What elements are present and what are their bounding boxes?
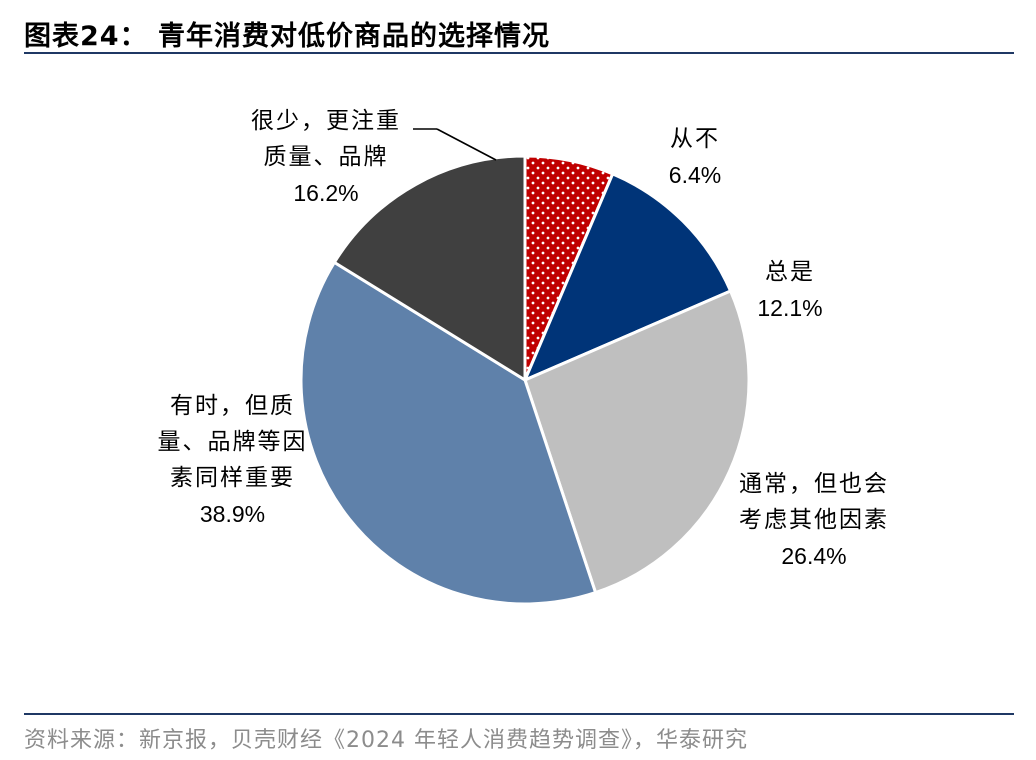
label-congbu-value: 6.4% (668, 162, 722, 188)
source-note: 资料来源：新京报，贝壳财经《2024 年轻人消费趋势调查》，华泰研究 (24, 728, 748, 753)
label-zongshi: 总是 12.1% (740, 254, 840, 326)
label-zongshi-value: 12.1% (757, 295, 823, 321)
title-rule (24, 52, 1014, 54)
label-tongchang-line2: 考虑其他因素 (739, 507, 889, 533)
label-congbu-line1: 从不 (670, 126, 720, 152)
label-youshi: 有时，但质 量、品牌等因 素同样重要 38.9% (145, 388, 320, 532)
footer-rule (24, 713, 1014, 715)
label-congbu: 从不 6.4% (645, 121, 745, 193)
label-youshi-line2: 量、品牌等因 (157, 429, 308, 455)
label-zongshi-line1: 总是 (765, 259, 815, 285)
label-henshao-line2: 质量、品牌 (263, 144, 389, 170)
label-henshao-line1: 很少，更注重 (251, 108, 401, 134)
label-henshao: 很少，更注重 质量、品牌 16.2% (236, 103, 416, 211)
leader-line-henshao-diag (436, 128, 497, 161)
label-tongchang-line1: 通常，但也会 (739, 471, 889, 497)
pie-slice-tongchang (523, 289, 751, 595)
label-tongchang-value: 26.4% (781, 543, 847, 569)
pie-slice-henshao (332, 154, 527, 382)
figure-title: 图表24： 青年消费对低价商品的选择情况 (24, 21, 550, 52)
label-henshao-value: 16.2% (293, 180, 359, 206)
label-youshi-value: 38.9% (199, 501, 266, 527)
label-youshi-line3: 素同样重要 (170, 465, 295, 491)
pie-slice-zongshi (523, 172, 733, 382)
pie-slice-youshi (299, 260, 598, 606)
label-tongchang: 通常，但也会 考虑其他因素 26.4% (724, 466, 904, 574)
label-youshi-line1: 有时，但质 (170, 393, 295, 419)
